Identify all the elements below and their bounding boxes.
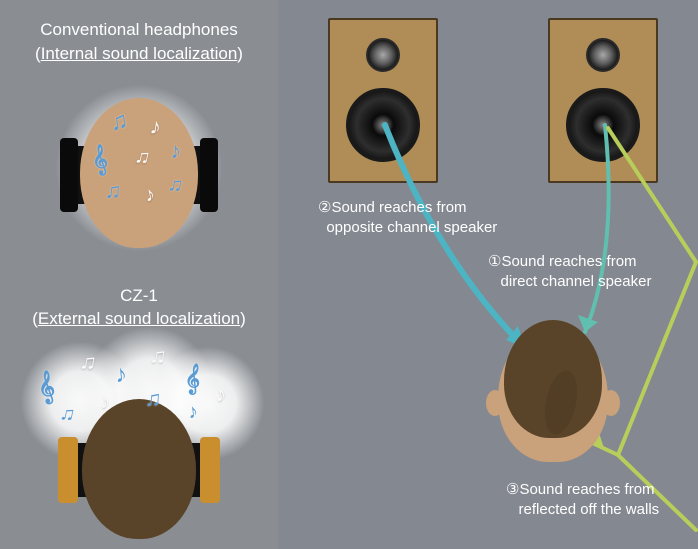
label-direct-channel: ①Sound reaches from direct channel speak… [488,252,651,293]
cz1-section: CZ-1 (External sound localization) 𝄞♫♪♫𝄞… [0,266,278,532]
speaker-right [548,18,658,183]
right-panel: ②Sound reaches from opposite channel spe… [278,0,698,549]
label-reflected: ③Sound reaches from reflected off the wa… [506,480,659,521]
music-note-icon: ♫ [144,386,162,413]
conventional-title: Conventional headphones [0,18,278,42]
tweeter-icon [366,38,400,72]
speaker-left [328,18,438,183]
music-note-icon: ♪ [99,391,111,415]
woofer-icon [566,88,640,162]
conventional-section: Conventional headphones (Internal sound … [0,0,278,266]
music-note-icon: ♫ [104,177,123,204]
label-opposite-channel: ②Sound reaches from opposite channel spe… [318,198,497,239]
music-note-icon: ♫ [148,342,168,370]
internal-localization-scene: ♫♪𝄞♫♪♫♪♫ [0,66,278,266]
left-panel: Conventional headphones (Internal sound … [0,0,278,549]
conventional-subtitle: (Internal sound localization) [0,42,278,66]
cz1-title: CZ-1 [0,284,278,308]
tweeter-icon [586,38,620,72]
woofer-icon [346,88,420,162]
external-localization-scene: 𝄞♫♪♫𝄞♪♫♪♫♪ [0,331,278,531]
listener-head [488,320,618,470]
